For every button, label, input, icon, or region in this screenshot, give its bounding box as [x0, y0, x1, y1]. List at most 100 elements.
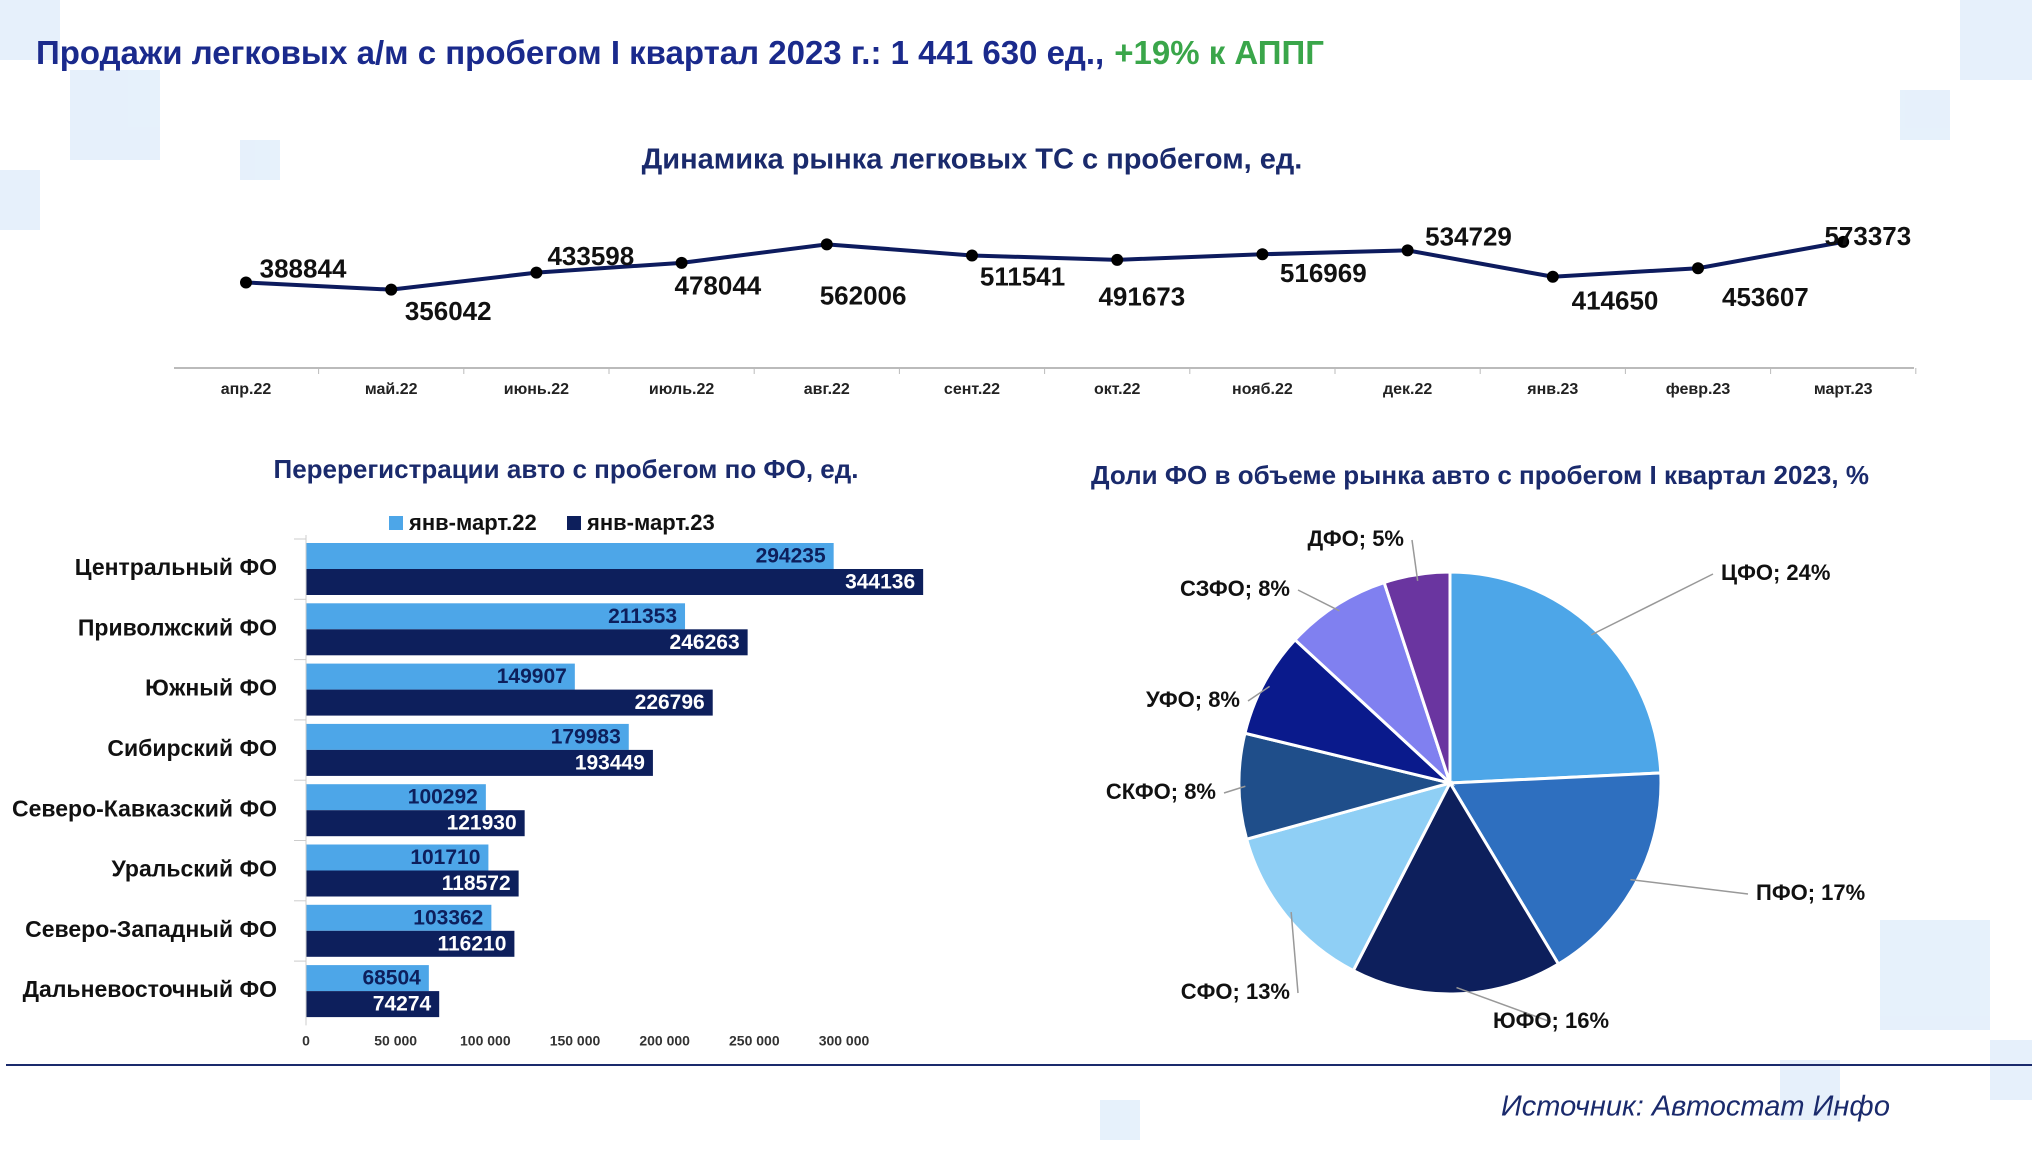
- pie-slice: [1448, 570, 1663, 785]
- x-tick-label: янв.23: [1526, 381, 1578, 398]
- pie-slice: [1244, 780, 1453, 973]
- data-label: 179983: [551, 725, 621, 748]
- data-label: 193449: [575, 751, 645, 774]
- y-tick-label: Уральский ФО: [111, 856, 277, 882]
- point: [530, 266, 543, 279]
- leader-line: [1297, 589, 1340, 612]
- source: Источник: Автостат Инфо: [1501, 1091, 1890, 1123]
- data-label: 149907: [497, 665, 567, 688]
- x-tick-label: 250 000: [729, 1033, 780, 1049]
- data-label: 68504: [362, 967, 421, 990]
- x-tick-label: март.23: [1814, 381, 1873, 398]
- y-tick-label: Южный ФО: [145, 675, 277, 701]
- data-label: 344136: [845, 571, 915, 594]
- data-label: 453607: [1722, 282, 1809, 312]
- x-tick-label: сент.22: [944, 381, 1000, 398]
- data-label: 121930: [447, 812, 517, 835]
- point: [385, 283, 398, 296]
- y-tick-label: Северо-Западный ФО: [25, 916, 277, 942]
- bar: [306, 870, 519, 897]
- bar: [306, 904, 492, 931]
- y-tick-label: Северо-Кавказский ФО: [12, 795, 277, 821]
- bar: [306, 603, 686, 630]
- leader-line: [1630, 878, 1749, 895]
- chart-title: Перерегистрации авто с пробегом по ФО, е…: [274, 454, 859, 484]
- data-label: 414650: [1572, 286, 1659, 316]
- data-label: 388844: [260, 254, 347, 284]
- y-tick-label: Приволжский ФО: [78, 614, 277, 640]
- data-label: 491673: [1098, 282, 1185, 312]
- x-tick-label: дек.22: [1383, 381, 1432, 398]
- data-label: 511541: [980, 262, 1065, 292]
- point: [675, 256, 688, 269]
- x-tick-label: 300 000: [819, 1033, 870, 1049]
- data-label: СКФО; 8%: [1106, 779, 1216, 804]
- point: [1546, 270, 1559, 283]
- data-label: 118572: [442, 872, 511, 895]
- line: [245, 239, 1844, 292]
- bar: [306, 629, 748, 656]
- data-label: 226796: [635, 691, 705, 714]
- legend-label: янв-март.22: [408, 510, 537, 535]
- title-highlight: +19% к АППГ: [1114, 34, 1324, 71]
- data-label: СЗФО; 8%: [1180, 576, 1290, 601]
- point: [240, 276, 252, 289]
- point: [820, 238, 833, 251]
- data-label: 562006: [820, 280, 907, 310]
- x-tick-label: 150 000: [550, 1033, 601, 1049]
- bar: [306, 723, 629, 750]
- y-tick-label: Дальневосточный ФО: [23, 976, 277, 1002]
- data-label: УФО; 8%: [1146, 687, 1240, 712]
- leader-line: [1290, 911, 1299, 994]
- point: [1692, 262, 1704, 275]
- point: [966, 249, 978, 262]
- bar: [306, 543, 834, 569]
- data-label: ЮФО; 16%: [1493, 1008, 1609, 1033]
- point: [1256, 248, 1269, 261]
- bar: [306, 749, 653, 776]
- bar: [306, 930, 515, 957]
- pie-slice: [1243, 637, 1456, 786]
- x-tick-label: окт.22: [1094, 381, 1141, 398]
- x-tick-label: 100 000: [460, 1033, 511, 1049]
- data-label: ЦФО; 24%: [1721, 560, 1830, 585]
- data-label: СФО; 13%: [1181, 979, 1290, 1004]
- leader-line: [1223, 785, 1246, 794]
- x-tick-label: май.22: [365, 381, 418, 398]
- bar: [306, 569, 924, 595]
- leader-line: [1590, 573, 1714, 636]
- point: [1401, 244, 1414, 257]
- data-label: 103362: [413, 906, 483, 929]
- x-tick-label: июнь.22: [504, 381, 569, 398]
- bar: [306, 784, 486, 811]
- x-tick-label: 200 000: [639, 1033, 690, 1049]
- bar: [306, 689, 713, 716]
- legend-label: янв-март.23: [586, 510, 715, 535]
- bar: [306, 810, 525, 837]
- x-tick-label: 0: [302, 1033, 310, 1049]
- data-label: 246263: [670, 631, 740, 654]
- data-label: 478044: [675, 270, 762, 300]
- data-label: 116210: [437, 932, 506, 955]
- data-label: 100292: [408, 786, 478, 809]
- data-label: 573373: [1824, 221, 1911, 251]
- slide-title: Продажи легковых а/м с пробегом I кварта…: [36, 34, 1324, 71]
- point: [1111, 253, 1124, 266]
- x-tick-label: февр.23: [1666, 381, 1731, 398]
- x-tick-label: апр.22: [221, 381, 272, 398]
- data-label: 433598: [547, 241, 634, 271]
- bar: [306, 663, 575, 690]
- x-tick-label: июль.22: [649, 381, 714, 398]
- point: [1837, 235, 1850, 248]
- data-label: ДФО; 5%: [1307, 526, 1404, 551]
- chart-title: Динамика рынка легковых ТС с пробегом, е…: [642, 144, 1303, 176]
- data-label: ПФО; 17%: [1756, 880, 1865, 905]
- x-tick-label: 50 000: [374, 1033, 417, 1049]
- pie-slice: [1237, 731, 1456, 842]
- data-label: 516969: [1280, 258, 1367, 288]
- legend-swatch: [567, 516, 581, 530]
- data-label: 534729: [1425, 222, 1512, 252]
